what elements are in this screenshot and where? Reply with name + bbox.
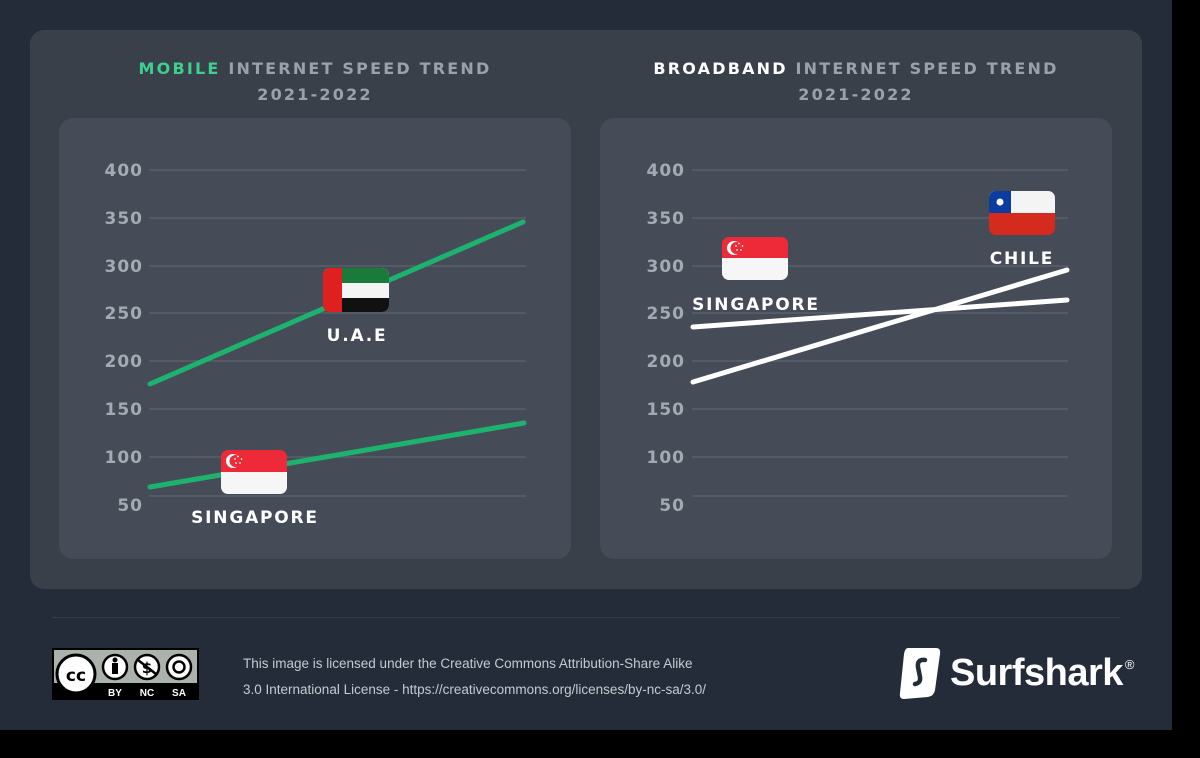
svg-text:100: 100 (647, 448, 686, 468)
chile-line (690, 267, 1070, 385)
svg-text:350: 350 (105, 209, 144, 229)
cc-icon: cc (55, 653, 97, 695)
registered-mark: ® (1124, 657, 1135, 672)
broadband-chart-svg: 400 350 300 250 200 150 100 50 (647, 161, 1070, 516)
mobile-chart-title: MOBILE INTERNET SPEED TREND 2021-2022 (65, 56, 565, 108)
mobile-chart-svg: 400 350 300 250 200 150 100 50 (105, 161, 527, 528)
y-axis-ticks: 400 350 300 250 200 150 100 50 (105, 161, 144, 516)
grid-lines (149, 169, 526, 497)
svg-text:400: 400 (105, 161, 144, 181)
sa-icon (165, 653, 193, 681)
license-line-2[interactable]: 3.0 International License - https://crea… (243, 682, 706, 697)
cc-license-badge[interactable]: cc $ BY NC SA (52, 648, 199, 700)
broadband-subtitle: 2021-2022 (798, 85, 914, 104)
svg-text:BY: BY (108, 688, 122, 699)
mobile-title-rest: INTERNET SPEED TREND (220, 59, 492, 78)
license-text: This image is licensed under the Creativ… (243, 651, 706, 703)
footer-divider (52, 617, 1120, 618)
chile-flag-icon (989, 191, 1055, 235)
singapore-flag-icon (221, 450, 287, 494)
broadband-title-highlight: BROADBAND (653, 59, 788, 78)
svg-text:100: 100 (105, 448, 144, 468)
license-line-1: This image is licensed under the Creativ… (243, 656, 693, 671)
svg-text:50: 50 (659, 496, 685, 516)
singapore-mobile-label: SINGAPORE (191, 508, 319, 528)
singapore-mobile-line (147, 420, 527, 490)
chile-label: CHILE (990, 249, 1054, 269)
svg-text:NC: NC (140, 688, 154, 699)
uae-flag-icon (323, 268, 389, 312)
infographic-frame: MOBILE INTERNET SPEED TREND 2021-2022 BR… (0, 0, 1172, 730)
singapore-flag-icon (722, 237, 788, 280)
svg-text:150: 150 (105, 400, 144, 420)
broadband-title-rest: INTERNET SPEED TREND (787, 59, 1059, 78)
svg-text:150: 150 (647, 400, 686, 420)
nc-icon: $ (133, 653, 161, 681)
svg-text:250: 250 (105, 304, 144, 324)
mobile-subtitle: 2021-2022 (257, 85, 373, 104)
svg-text:300: 300 (647, 257, 686, 277)
broadband-chart-title: BROADBAND INTERNET SPEED TREND 2021-2022 (606, 56, 1106, 108)
svg-text:50: 50 (117, 496, 143, 516)
mobile-chart-card: 400 350 300 250 200 150 100 50 (59, 118, 571, 559)
svg-text:SA: SA (172, 688, 186, 699)
brand-name: Surfshark (950, 651, 1123, 694)
uae-label: U.A.E (327, 326, 388, 346)
svg-text:300: 300 (105, 257, 144, 277)
svg-text:350: 350 (647, 209, 686, 229)
svg-text:200: 200 (105, 352, 144, 372)
surfshark-logo[interactable]: Surfshark ® (898, 645, 1135, 701)
svg-text:200: 200 (647, 352, 686, 372)
svg-text:cc: cc (66, 666, 86, 686)
singapore-broadband-line (690, 297, 1070, 330)
surfshark-logo-icon (899, 648, 941, 699)
mobile-title-highlight: MOBILE (138, 59, 221, 78)
by-icon (101, 653, 129, 681)
svg-text:400: 400 (647, 161, 686, 181)
broadband-chart-card: 400 350 300 250 200 150 100 50 (600, 118, 1112, 559)
y-axis-ticks: 400 350 300 250 200 150 100 50 (647, 161, 686, 516)
singapore-broadband-label: SINGAPORE (692, 295, 820, 315)
svg-text:250: 250 (647, 304, 686, 324)
